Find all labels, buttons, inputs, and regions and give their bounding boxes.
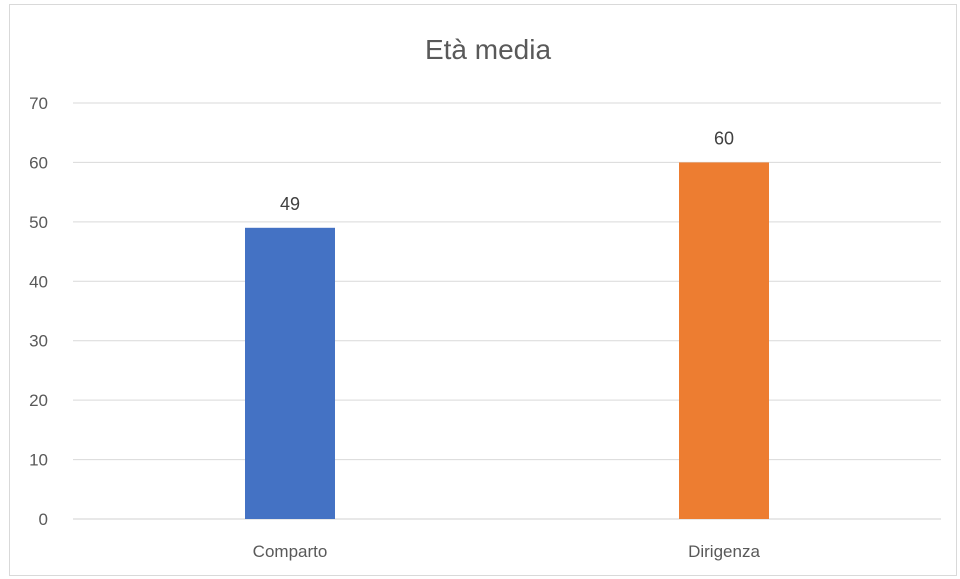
- y-tick-label: 20: [29, 391, 48, 410]
- category-label: Dirigenza: [688, 542, 760, 561]
- y-tick-label: 70: [29, 94, 48, 113]
- y-tick-label: 50: [29, 213, 48, 232]
- data-label: 49: [280, 194, 300, 214]
- y-tick-label: 30: [29, 332, 48, 351]
- bars: [245, 162, 769, 520]
- bar-comparto: [245, 227, 335, 520]
- gridlines: [73, 102, 941, 520]
- data-labels: 49 60: [280, 128, 734, 213]
- x-axis-categories: Comparto Dirigenza: [253, 542, 761, 561]
- y-tick-label: 40: [29, 272, 48, 291]
- chart-frame: [9, 4, 957, 576]
- category-label: Comparto: [253, 542, 328, 561]
- y-tick-label: 0: [39, 510, 48, 529]
- y-tick-label: 60: [29, 153, 48, 172]
- data-label: 60: [714, 128, 734, 148]
- bar-dirigenza: [679, 162, 769, 519]
- y-tick-label: 10: [29, 451, 48, 470]
- y-axis-ticks: 0 10 20 30 40 50 60 70: [29, 94, 48, 529]
- chart-title: Età media: [425, 34, 551, 65]
